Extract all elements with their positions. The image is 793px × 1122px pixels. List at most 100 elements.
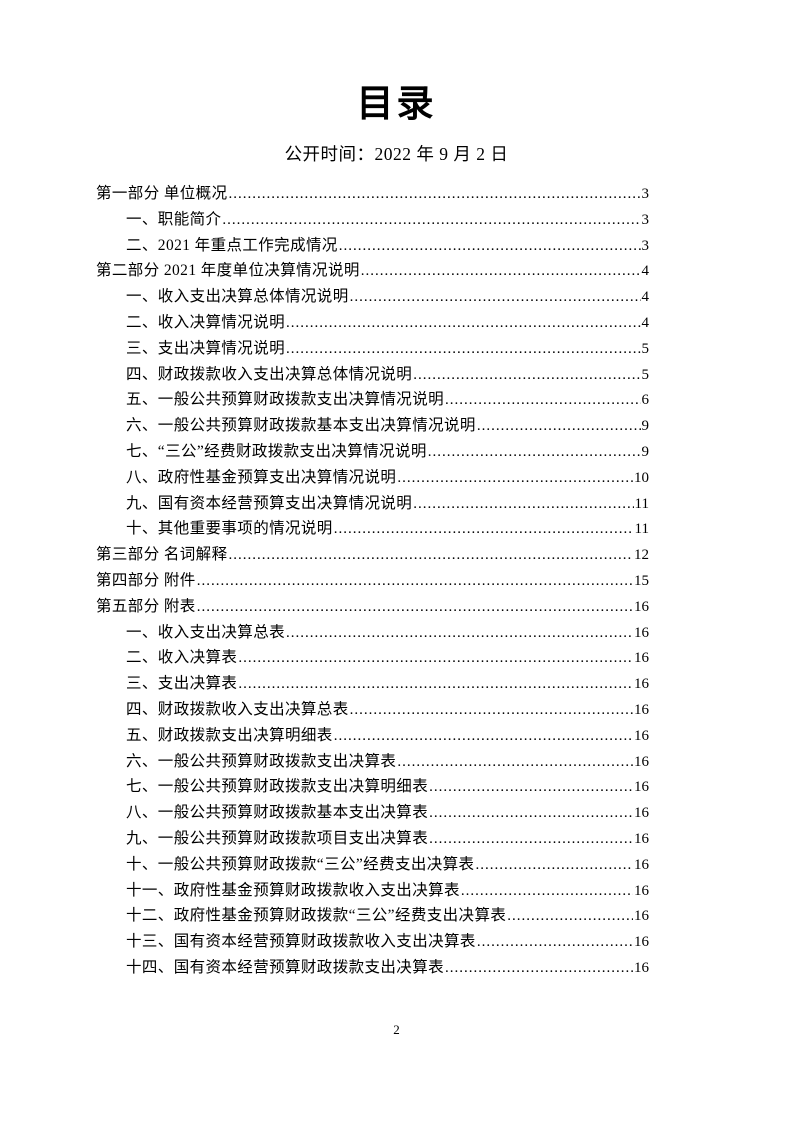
toc-entry-label: 六、一般公共预算财政拨款基本支出决算情况说明 <box>126 417 476 435</box>
toc-leader-dots <box>228 181 640 208</box>
toc-entry[interactable]: 第一部分 单位概况 3 <box>96 181 649 207</box>
toc-leader-dots <box>445 387 640 414</box>
toc-leader-dots <box>507 903 633 930</box>
toc-entry-page-number: 11 <box>634 495 649 512</box>
toc-entry-label: 十三、国有资本经营预算财政拨款收入支出决算表 <box>126 933 476 951</box>
toc-leader-dots <box>475 852 633 879</box>
toc-leader-dots <box>429 774 633 801</box>
toc-entry[interactable]: 二、2021 年重点工作完成情况 3 <box>96 233 649 259</box>
toc-leader-dots <box>361 258 641 285</box>
toc-leader-dots <box>334 516 634 543</box>
toc-entry-label: 十二、政府性基金预算财政拨款“三公”经费支出决算表 <box>126 907 507 925</box>
toc-entry[interactable]: 二、收入决算情况说明 4 <box>96 310 649 336</box>
toc-leader-dots <box>334 723 633 750</box>
toc-leader-dots <box>397 749 633 776</box>
toc-entry-page-number: 16 <box>634 624 649 641</box>
toc-entry-label: 九、国有资本经营预算支出决算情况说明 <box>126 494 413 512</box>
toc-entry[interactable]: 七、一般公共预算财政拨款支出决算明细表 16 <box>96 774 649 800</box>
toc-entry-page-number: 3 <box>641 186 650 202</box>
toc-leader-dots <box>429 800 633 827</box>
toc-leader-dots <box>461 878 633 905</box>
toc-entry-page-number: 12 <box>634 547 649 564</box>
toc-entry-label: 七、“三公”经费财政拨款支出决算情况说明 <box>126 442 427 460</box>
toc-entry-label: 十四、国有资本经营预算财政拨款支出决算表 <box>126 958 445 976</box>
toc-entry-label: 第四部分 附件 <box>96 571 196 589</box>
toc-entry-label: 十、其他重要事项的情况说明 <box>126 520 333 538</box>
toc-entry-page-number: 6 <box>641 392 650 409</box>
toc-entry-label: 四、财政拨款收入支出决算总体情况说明 <box>126 365 413 383</box>
toc-leader-dots <box>238 645 633 672</box>
toc-entry[interactable]: 第二部分 2021 年度单位决算情况说明 4 <box>96 258 649 284</box>
toc-entry-label: 四、财政拨款收入支出决算总表 <box>126 700 349 718</box>
toc-entry-page-number: 16 <box>634 805 649 822</box>
toc-leader-dots <box>413 362 640 389</box>
toc-entry-label: 一、职能简介 <box>126 210 222 228</box>
toc-entry[interactable]: 四、财政拨款收入支出决算总体情况说明 5 <box>96 362 649 388</box>
toc-entry-page-number: 16 <box>634 934 649 951</box>
toc-entry[interactable]: 三、支出决算表 16 <box>96 671 649 697</box>
toc-entry[interactable]: 十三、国有资本经营预算财政拨款收入支出决算表 16 <box>96 929 649 955</box>
toc-entry[interactable]: 十一、政府性基金预算财政拨款收入支出决算表 16 <box>96 878 649 904</box>
toc-entry-page-number: 16 <box>634 856 649 873</box>
toc-entry[interactable]: 九、国有资本经营预算支出决算情况说明 11 <box>96 491 649 517</box>
toc-leader-dots <box>228 542 633 569</box>
toc-entry[interactable]: 三、支出决算情况说明 5 <box>96 336 649 362</box>
toc-entry[interactable]: 九、一般公共预算财政拨款项目支出决算表 16 <box>96 826 649 852</box>
toc-leader-dots <box>238 671 633 698</box>
toc-entry-label: 第五部分 附表 <box>96 597 196 615</box>
toc-entry[interactable]: 八、政府性基金预算支出决算情况说明 10 <box>96 465 649 491</box>
toc-entry[interactable]: 五、财政拨款支出决算明细表 16 <box>96 723 649 749</box>
toc-entry[interactable]: 七、“三公”经费财政拨款支出决算情况说明 9 <box>96 439 649 465</box>
toc-entry[interactable]: 第三部分 名词解释 12 <box>96 542 649 568</box>
toc-entry[interactable]: 二、收入决算表 16 <box>96 645 649 671</box>
toc-entry[interactable]: 十、其他重要事项的情况说明 11 <box>96 516 649 542</box>
toc-entry[interactable]: 十四、国有资本经营预算财政拨款支出决算表 16 <box>96 955 649 981</box>
toc-entry-page-number: 16 <box>634 753 649 770</box>
toc-entry-page-number: 4 <box>641 289 650 306</box>
toc-entry-page-number: 16 <box>634 727 649 744</box>
toc-entry[interactable]: 六、一般公共预算财政拨款基本支出决算情况说明 9 <box>96 413 649 439</box>
toc-entry-label: 一、收入支出决算总表 <box>126 623 286 641</box>
toc-entry-page-number: 16 <box>634 908 649 925</box>
toc-entry-label: 七、一般公共预算财政拨款支出决算明细表 <box>126 778 429 796</box>
toc-leader-dots <box>197 594 633 621</box>
toc-entry[interactable]: 一、职能简介 3 <box>96 207 649 233</box>
toc-entry-page-number: 4 <box>641 314 650 331</box>
toc-leader-dots <box>286 310 640 337</box>
toc-entry-page-number: 9 <box>641 418 650 435</box>
toc-entry-page-number: 11 <box>634 521 649 538</box>
toc-entry-page-number: 16 <box>634 959 649 976</box>
toc-entry-label: 二、收入决算表 <box>126 649 238 667</box>
toc-entry-page-number: 16 <box>634 650 649 667</box>
toc-entry-label: 第二部分 2021 年度单位决算情况说明 <box>96 262 360 280</box>
toc-entry-label: 八、政府性基金预算支出决算情况说明 <box>126 468 397 486</box>
toc-leader-dots <box>286 620 633 647</box>
toc-entry-page-number: 16 <box>634 882 649 899</box>
toc-entry-page-number: 16 <box>634 701 649 718</box>
toc-entry[interactable]: 五、一般公共预算财政拨款支出决算情况说明 6 <box>96 387 649 413</box>
page-title: 目录 <box>356 83 437 124</box>
toc-entry[interactable]: 一、收入支出决算总体情况说明 4 <box>96 284 649 310</box>
toc-entry[interactable]: 一、收入支出决算总表 16 <box>96 620 649 646</box>
toc-entry-page-number: 5 <box>641 366 650 383</box>
toc-entry-page-number: 4 <box>641 263 650 280</box>
toc-entry[interactable]: 四、财政拨款收入支出决算总表 16 <box>96 697 649 723</box>
toc-entry-page-number: 3 <box>641 211 650 228</box>
toc-entry[interactable]: 八、一般公共预算财政拨款基本支出决算表 16 <box>96 800 649 826</box>
toc-entry[interactable]: 第四部分 附件 15 <box>96 568 649 594</box>
toc-entry-page-number: 15 <box>634 572 649 589</box>
toc-entry-label: 一、收入支出决算总体情况说明 <box>126 288 349 306</box>
toc-entry-label: 第三部分 名词解释 <box>96 546 228 564</box>
toc-entry-label: 三、支出决算表 <box>126 675 238 693</box>
toc-leader-dots <box>413 491 633 518</box>
toc-entry[interactable]: 十二、政府性基金预算财政拨款“三公”经费支出决算表 16 <box>96 903 649 929</box>
toc-entry-page-number: 16 <box>634 779 649 796</box>
toc-leader-dots <box>429 826 633 853</box>
toc-entry[interactable]: 六、一般公共预算财政拨款支出决算表 16 <box>96 749 649 775</box>
toc-entry-label: 十、一般公共预算财政拨款“三公”经费支出决算表 <box>126 855 475 873</box>
toc-entry[interactable]: 第五部分 附表 16 <box>96 594 649 620</box>
toc-entry-label: 三、支出决算情况说明 <box>126 339 286 357</box>
toc-leader-dots <box>286 336 640 363</box>
toc-entry[interactable]: 十、一般公共预算财政拨款“三公”经费支出决算表 16 <box>96 852 649 878</box>
